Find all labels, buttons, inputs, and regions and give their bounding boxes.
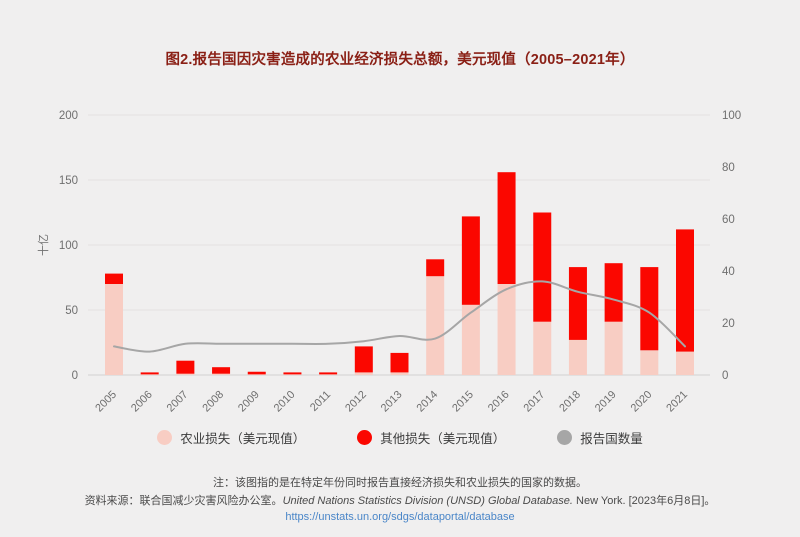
right-axis-tick: 100 [722,110,741,122]
bar-2016-other-loss [497,172,516,284]
bar-2018-agriculture-loss [568,339,587,375]
bar-2013-other-loss [390,352,409,373]
legend-item-reporting-countries: 报告国数量 [557,428,643,447]
bar-2017-agriculture-loss [533,321,552,375]
source-line: 资料来源：联合国减少灾害风险办公室。United Nations Statist… [0,492,800,508]
other-losses-swatch-icon [357,430,373,445]
bar-2019-agriculture-loss [604,321,623,375]
x-axis-label: 2020 [629,389,655,415]
bar-2015-agriculture-loss [461,304,480,375]
chart-note: 注：该图指的是在特定年份同时报告直接经济损失和农业损失的国家的数据。 [213,477,587,489]
legend-label: 报告国数量 [580,432,643,446]
page-title: 图2.报告国因灾害造成的农业经济损失总额，美元现值（2005–2021年） [165,52,635,68]
legend-item-agriculture-losses: 农业损失（美元现值） [157,428,305,447]
bar-2007-agriculture-loss [176,373,195,375]
x-axis-label: 2011 [308,389,333,414]
bar-2019-other-loss [604,263,623,322]
left-axis-tick: 0 [72,370,78,382]
x-axis-label: 2014 [415,389,441,415]
x-axis-label: 2018 [557,389,583,415]
x-axis-label: 2009 [236,389,262,415]
left-axis-tick: 200 [59,110,78,122]
right-axis-tick: 60 [722,214,735,226]
x-axis-label: 2019 [593,389,619,415]
x-axis-label: 2005 [93,389,119,415]
chart: 0 50 100 150 200 0 20 40 60 80 100 十亿 2005 2006 2007 20… [0,95,800,425]
bar-2017-other-loss [533,212,552,322]
x-axis-label: 2013 [379,389,405,415]
bar-2012-other-loss [354,346,373,373]
bar-2007-other-loss [176,360,195,374]
bar-2021-agriculture-loss [676,351,694,375]
stacked-bar-line-chart: 0 50 100 150 200 0 20 40 60 80 100 十亿 2005 2006 2007 20… [36,110,741,415]
bar-2011-other-loss [319,372,338,375]
legend-label: 农业损失（美元现值） [180,432,306,446]
x-axis-label: 2008 [200,389,226,415]
bar-2008-agriculture-loss [212,373,231,375]
right-axis-tick: 40 [722,266,735,278]
bar-2005-agriculture-loss [105,284,123,375]
legend-label: 其他损失（美元现值） [380,432,506,446]
reporting-countries-swatch-icon [557,430,573,445]
bar-2006-agriculture-loss [140,374,159,375]
x-axis-label: 2021 [664,389,690,415]
bar-2008-other-loss [212,367,231,374]
bar-2015-other-loss [461,216,480,305]
bar-2020-agriculture-loss [640,350,659,375]
source-prefix: 资料来源：联合国减少灾害风险办公室。 [84,495,283,507]
bar-2011-agriculture-loss [319,374,338,375]
right-axis-tick: 0 [722,370,728,382]
bar-2009-other-loss [247,371,266,375]
bar-2005-other-loss [105,273,123,284]
bar-2014-other-loss [426,259,445,277]
left-axis-tick: 150 [59,175,78,187]
bar-2014-agriculture-loss [426,276,445,375]
bar-2009-agriculture-loss [247,374,266,375]
left-axis-tick: 50 [65,305,78,317]
x-axis-label: 2010 [272,389,298,415]
chart-legend: 农业损失（美元现值） 其他损失（美元现值） 报告国数量 [0,428,800,447]
x-axis-label: 2017 [522,389,548,415]
bar-2010-other-loss [283,372,302,375]
bar-2012-agriculture-loss [354,372,373,375]
left-axis-tick: 100 [59,240,78,252]
bar-2010-agriculture-loss [283,374,302,375]
legend-item-other-losses: 其他损失（美元现值） [357,428,505,447]
bar-2018-other-loss [568,267,587,340]
left-axis-title: 十亿 [36,234,50,256]
source-link[interactable]: https://unstats.un.org/sdgs/dataportal/d… [285,511,515,523]
x-axis-label: 2012 [343,389,369,415]
reporting-countries-line [113,280,686,353]
source-suffix: New York. [2023年6月8日]。 [572,495,716,507]
bar-2006-other-loss [140,372,159,375]
bar-2013-agriculture-loss [390,372,409,375]
bar-2021-other-loss [676,229,694,352]
right-axis-tick: 80 [722,162,735,174]
bar-2020-other-loss [640,267,659,351]
x-axis-label: 2006 [129,389,155,415]
x-axis-label: 2007 [165,389,191,415]
source-italic: United Nations Statistics Division (UNSD… [282,495,573,507]
x-axis-label: 2015 [450,389,476,415]
source-link-row: https://unstats.un.org/sdgs/dataportal/d… [0,511,800,523]
bar-2016-agriculture-loss [497,284,516,375]
right-axis-tick: 20 [722,318,735,330]
x-axis-label: 2016 [486,389,512,415]
agriculture-losses-swatch-icon [157,430,173,445]
